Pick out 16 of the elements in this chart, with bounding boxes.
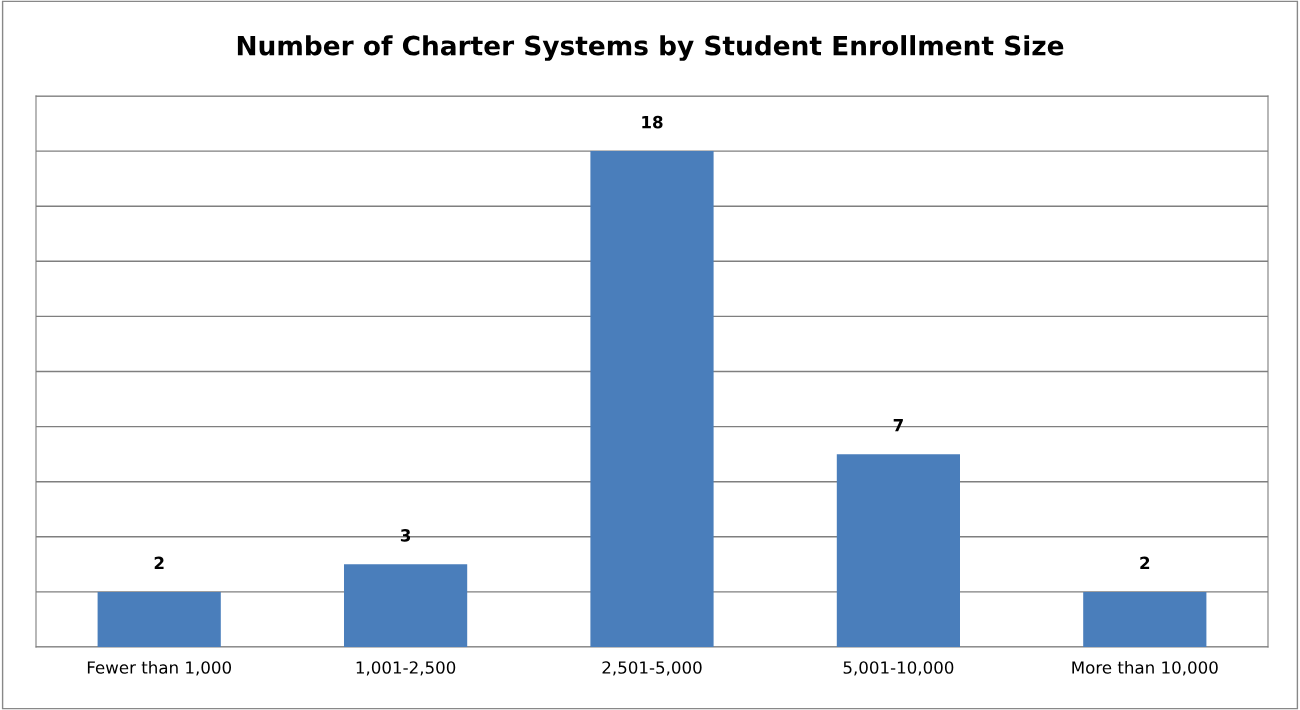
bar	[590, 151, 714, 647]
bar	[1083, 591, 1207, 647]
x-tick-label: 1,001-2,500	[356, 661, 456, 676]
bar	[836, 454, 960, 647]
x-tick-label: 5,001-10,000	[843, 661, 954, 676]
bar	[97, 591, 221, 647]
data-label: 18	[642, 115, 663, 129]
chart-title: Number of Charter Systems by Student Enrollment Size	[237, 35, 1064, 61]
x-tick-label: Fewer than 1,000	[87, 660, 232, 676]
x-tick-label: More than 10,000	[1072, 660, 1218, 676]
bar	[344, 564, 468, 647]
data-label: 7	[893, 419, 903, 432]
data-label: 3	[400, 529, 411, 542]
data-label: 2	[154, 556, 164, 569]
x-tick-label: 2,501-5,000	[602, 661, 702, 676]
data-label: 2	[1140, 556, 1150, 569]
